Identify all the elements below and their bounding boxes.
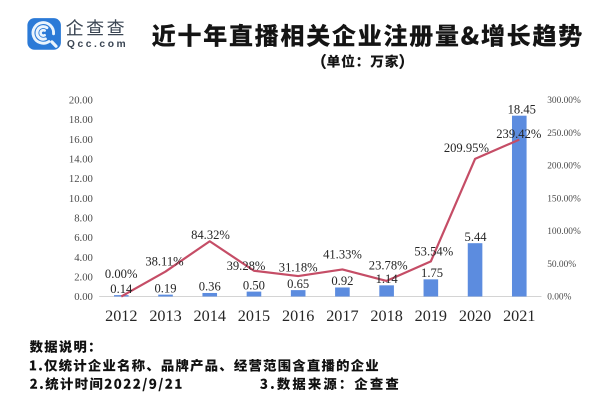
svg-text:31.18%: 31.18% xyxy=(279,261,318,275)
svg-text:0.65: 0.65 xyxy=(287,277,309,291)
svg-text:200.00%: 200.00% xyxy=(547,162,581,172)
svg-text:18.45: 18.45 xyxy=(508,102,536,116)
svg-text:38.11%: 38.11% xyxy=(145,255,184,269)
svg-text:4.00: 4.00 xyxy=(74,252,93,264)
svg-text:2016: 2016 xyxy=(282,307,314,325)
svg-text:2015: 2015 xyxy=(238,307,270,325)
svg-text:23.78%: 23.78% xyxy=(369,259,408,273)
svg-text:Qcc.com: Qcc.com xyxy=(67,39,128,50)
svg-text:1.14: 1.14 xyxy=(376,272,399,286)
svg-text:0.00%: 0.00% xyxy=(105,267,138,281)
svg-text:0.50: 0.50 xyxy=(243,278,265,292)
svg-text:84.32%: 84.32% xyxy=(191,228,230,242)
svg-text:16.00: 16.00 xyxy=(69,134,93,146)
svg-text:12.00: 12.00 xyxy=(69,173,93,185)
svg-text:0.00: 0.00 xyxy=(74,291,93,303)
svg-text:2021: 2021 xyxy=(503,307,535,325)
svg-text:0.00%: 0.00% xyxy=(547,293,571,303)
svg-text:10.00: 10.00 xyxy=(69,193,93,205)
svg-text:2020: 2020 xyxy=(459,307,491,325)
svg-text:2018: 2018 xyxy=(370,307,402,325)
svg-text:18.00: 18.00 xyxy=(69,114,93,126)
svg-text:0.19: 0.19 xyxy=(154,281,176,295)
svg-text:39.28%: 39.28% xyxy=(227,259,266,273)
svg-text:1.75: 1.75 xyxy=(421,266,443,280)
svg-text:209.95%: 209.95% xyxy=(444,141,490,155)
svg-text:0.14: 0.14 xyxy=(110,282,133,296)
svg-text:0.92: 0.92 xyxy=(331,274,353,288)
svg-text:2012: 2012 xyxy=(105,307,137,325)
svg-text:150.00%: 150.00% xyxy=(547,194,581,204)
svg-text:6.00: 6.00 xyxy=(74,232,93,244)
svg-text:250.00%: 250.00% xyxy=(547,129,581,139)
svg-text:14.00: 14.00 xyxy=(69,154,93,166)
svg-text:239.42%: 239.42% xyxy=(496,127,542,141)
svg-text:2.00: 2.00 xyxy=(74,271,93,283)
svg-text:100.00%: 100.00% xyxy=(547,227,581,237)
svg-text:50.00%: 50.00% xyxy=(547,260,576,270)
svg-text:5.44: 5.44 xyxy=(465,230,488,244)
svg-text:8.00: 8.00 xyxy=(74,213,93,225)
svg-text:2014: 2014 xyxy=(194,307,226,325)
svg-text:53.54%: 53.54% xyxy=(414,245,453,259)
svg-text:41.33%: 41.33% xyxy=(323,248,362,262)
svg-text:0.36: 0.36 xyxy=(199,280,221,294)
svg-text:20.00: 20.00 xyxy=(69,95,93,107)
svg-text:2013: 2013 xyxy=(149,307,181,325)
svg-text:2017: 2017 xyxy=(326,307,358,325)
svg-text:300.00%: 300.00% xyxy=(547,96,581,106)
svg-text:2019: 2019 xyxy=(415,307,447,325)
